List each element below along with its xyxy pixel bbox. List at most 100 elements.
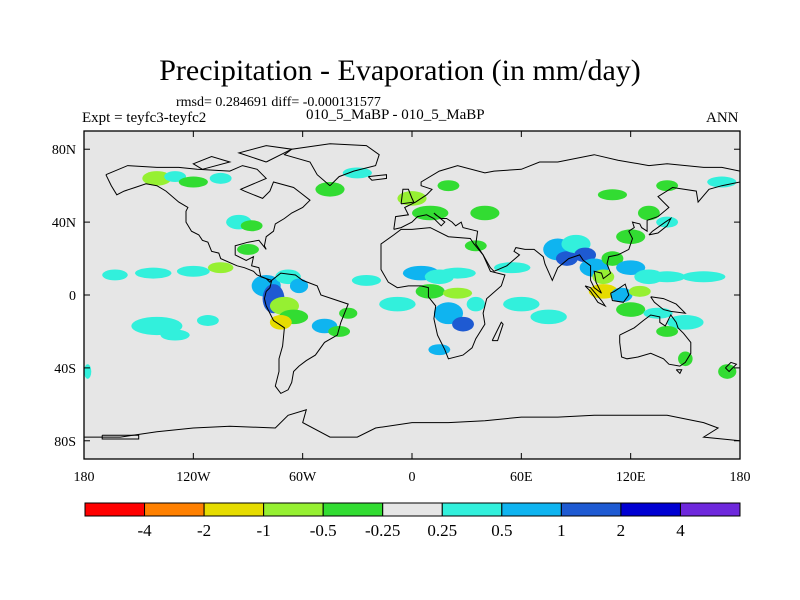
anomaly-patch — [240, 220, 263, 232]
coastline-layer — [84, 143, 740, 459]
coastline — [650, 296, 687, 314]
y-tick-label: 80S — [54, 435, 76, 450]
anomaly-patch — [648, 271, 686, 283]
anomaly-patch — [442, 287, 473, 299]
x-tick-label: 60W — [289, 470, 317, 485]
coastline — [393, 154, 740, 294]
anomaly-patch — [160, 329, 190, 341]
coastline — [400, 188, 415, 205]
x-tick-label: 120W — [176, 470, 211, 485]
y-tick-label: 40S — [54, 362, 76, 377]
anomaly-patch — [178, 176, 208, 188]
x-tick-label: 180 — [74, 470, 95, 485]
anomaly-patch — [667, 315, 704, 330]
colorbar-swatch — [560, 502, 622, 517]
colorbar: -4 -2 -1 -0.5 -0.25 0.25 0.5 1 2 4 — [84, 502, 741, 540]
anomaly-patch — [209, 172, 232, 184]
anomaly-patch — [439, 267, 476, 279]
colorbar-label: 0.5 — [491, 521, 512, 540]
colorbar-label: 4 — [676, 521, 685, 540]
anomaly-patch — [164, 171, 187, 183]
anomaly-patch — [339, 307, 358, 319]
chart-title: Precipitation - Evaporation (in mm/day) — [159, 54, 641, 87]
anomaly-patch — [428, 344, 451, 356]
y-tick-label: 0 — [69, 289, 76, 304]
anomaly-patch — [379, 296, 416, 312]
anomaly-patch — [494, 262, 531, 274]
colorbar-label: 1 — [557, 521, 566, 540]
colorbar-swatch — [441, 502, 503, 517]
x-tick-label: 60E — [510, 470, 533, 485]
coastline — [610, 283, 630, 303]
colorbar-label: -1 — [257, 521, 271, 540]
coastline — [491, 321, 504, 342]
coastline — [619, 314, 692, 367]
coastline — [237, 145, 294, 163]
anomaly-patch — [207, 262, 234, 274]
coastline — [84, 409, 740, 459]
season-label: ANN — [706, 110, 739, 126]
coastline — [192, 155, 232, 170]
anomaly-layer — [84, 167, 737, 379]
anomaly-patch — [176, 265, 210, 277]
colorbar-swatch — [382, 502, 443, 517]
colorbar-label: 2 — [617, 521, 626, 540]
anomaly-patch — [707, 176, 737, 188]
colorbar-swatch — [263, 502, 324, 517]
anomaly-patch — [135, 267, 172, 279]
colorbar-label: -4 — [137, 521, 152, 540]
coastline — [675, 369, 683, 375]
anomaly-patch — [466, 296, 485, 312]
coastline — [367, 174, 387, 181]
coastline — [105, 165, 311, 283]
anomaly-patch — [574, 247, 597, 263]
coastline — [584, 285, 607, 308]
expt-label: Expt = teyfc3-teyfc2 — [82, 110, 207, 126]
colorbar-label: -2 — [197, 521, 211, 540]
anomaly-patch — [437, 180, 460, 192]
anomaly-patch — [142, 171, 172, 186]
x-tick-label: 180 — [730, 470, 751, 485]
coastline — [283, 143, 380, 187]
y-tick-label: 40N — [52, 216, 76, 231]
anomaly-patch — [415, 284, 445, 299]
colorbar-swatch — [501, 502, 562, 517]
colorbar-label: -0.5 — [310, 521, 337, 540]
anomaly-patch — [102, 269, 128, 281]
colorbar-swatch — [203, 502, 265, 517]
anomaly-patch — [597, 189, 628, 201]
anomaly-patch — [433, 302, 464, 325]
colorbar-label: 0.25 — [427, 521, 457, 540]
coastline — [101, 434, 140, 440]
x-tick-label: 0 — [409, 470, 416, 485]
case-label: 010_5_MaBP - 010_5_MaBP — [306, 107, 485, 123]
coastline — [263, 272, 349, 395]
colorbar-swatch — [84, 502, 146, 517]
anomaly-patch — [592, 269, 615, 285]
anomaly-patch — [196, 315, 219, 326]
anomaly-patch — [328, 325, 351, 337]
anomaly-patch — [616, 302, 646, 317]
anomaly-patch — [555, 251, 578, 266]
coastline — [648, 217, 673, 236]
anomaly-patch — [503, 296, 540, 312]
stats-line: rmsd= 0.284691 diff= -0.000131577 — [176, 95, 381, 110]
anomaly-patch — [237, 243, 259, 255]
colorbar-swatch — [144, 502, 205, 517]
anomaly-patch — [452, 316, 474, 332]
anomaly-patch — [616, 229, 646, 244]
anomaly-patch — [718, 364, 737, 379]
anomaly-patch — [628, 285, 651, 297]
anomaly-patch — [637, 205, 660, 221]
anomaly-patch — [656, 180, 679, 192]
anomaly-patch — [351, 274, 382, 286]
colorbar-label: -0.25 — [365, 521, 400, 540]
anomaly-patch — [342, 167, 372, 179]
anomaly-patch — [289, 278, 309, 294]
anomaly-patch — [678, 351, 693, 367]
anomaly-patch — [610, 287, 633, 303]
anomaly-patch — [84, 364, 92, 379]
anomaly-patch — [681, 271, 726, 283]
coastline — [725, 361, 738, 373]
